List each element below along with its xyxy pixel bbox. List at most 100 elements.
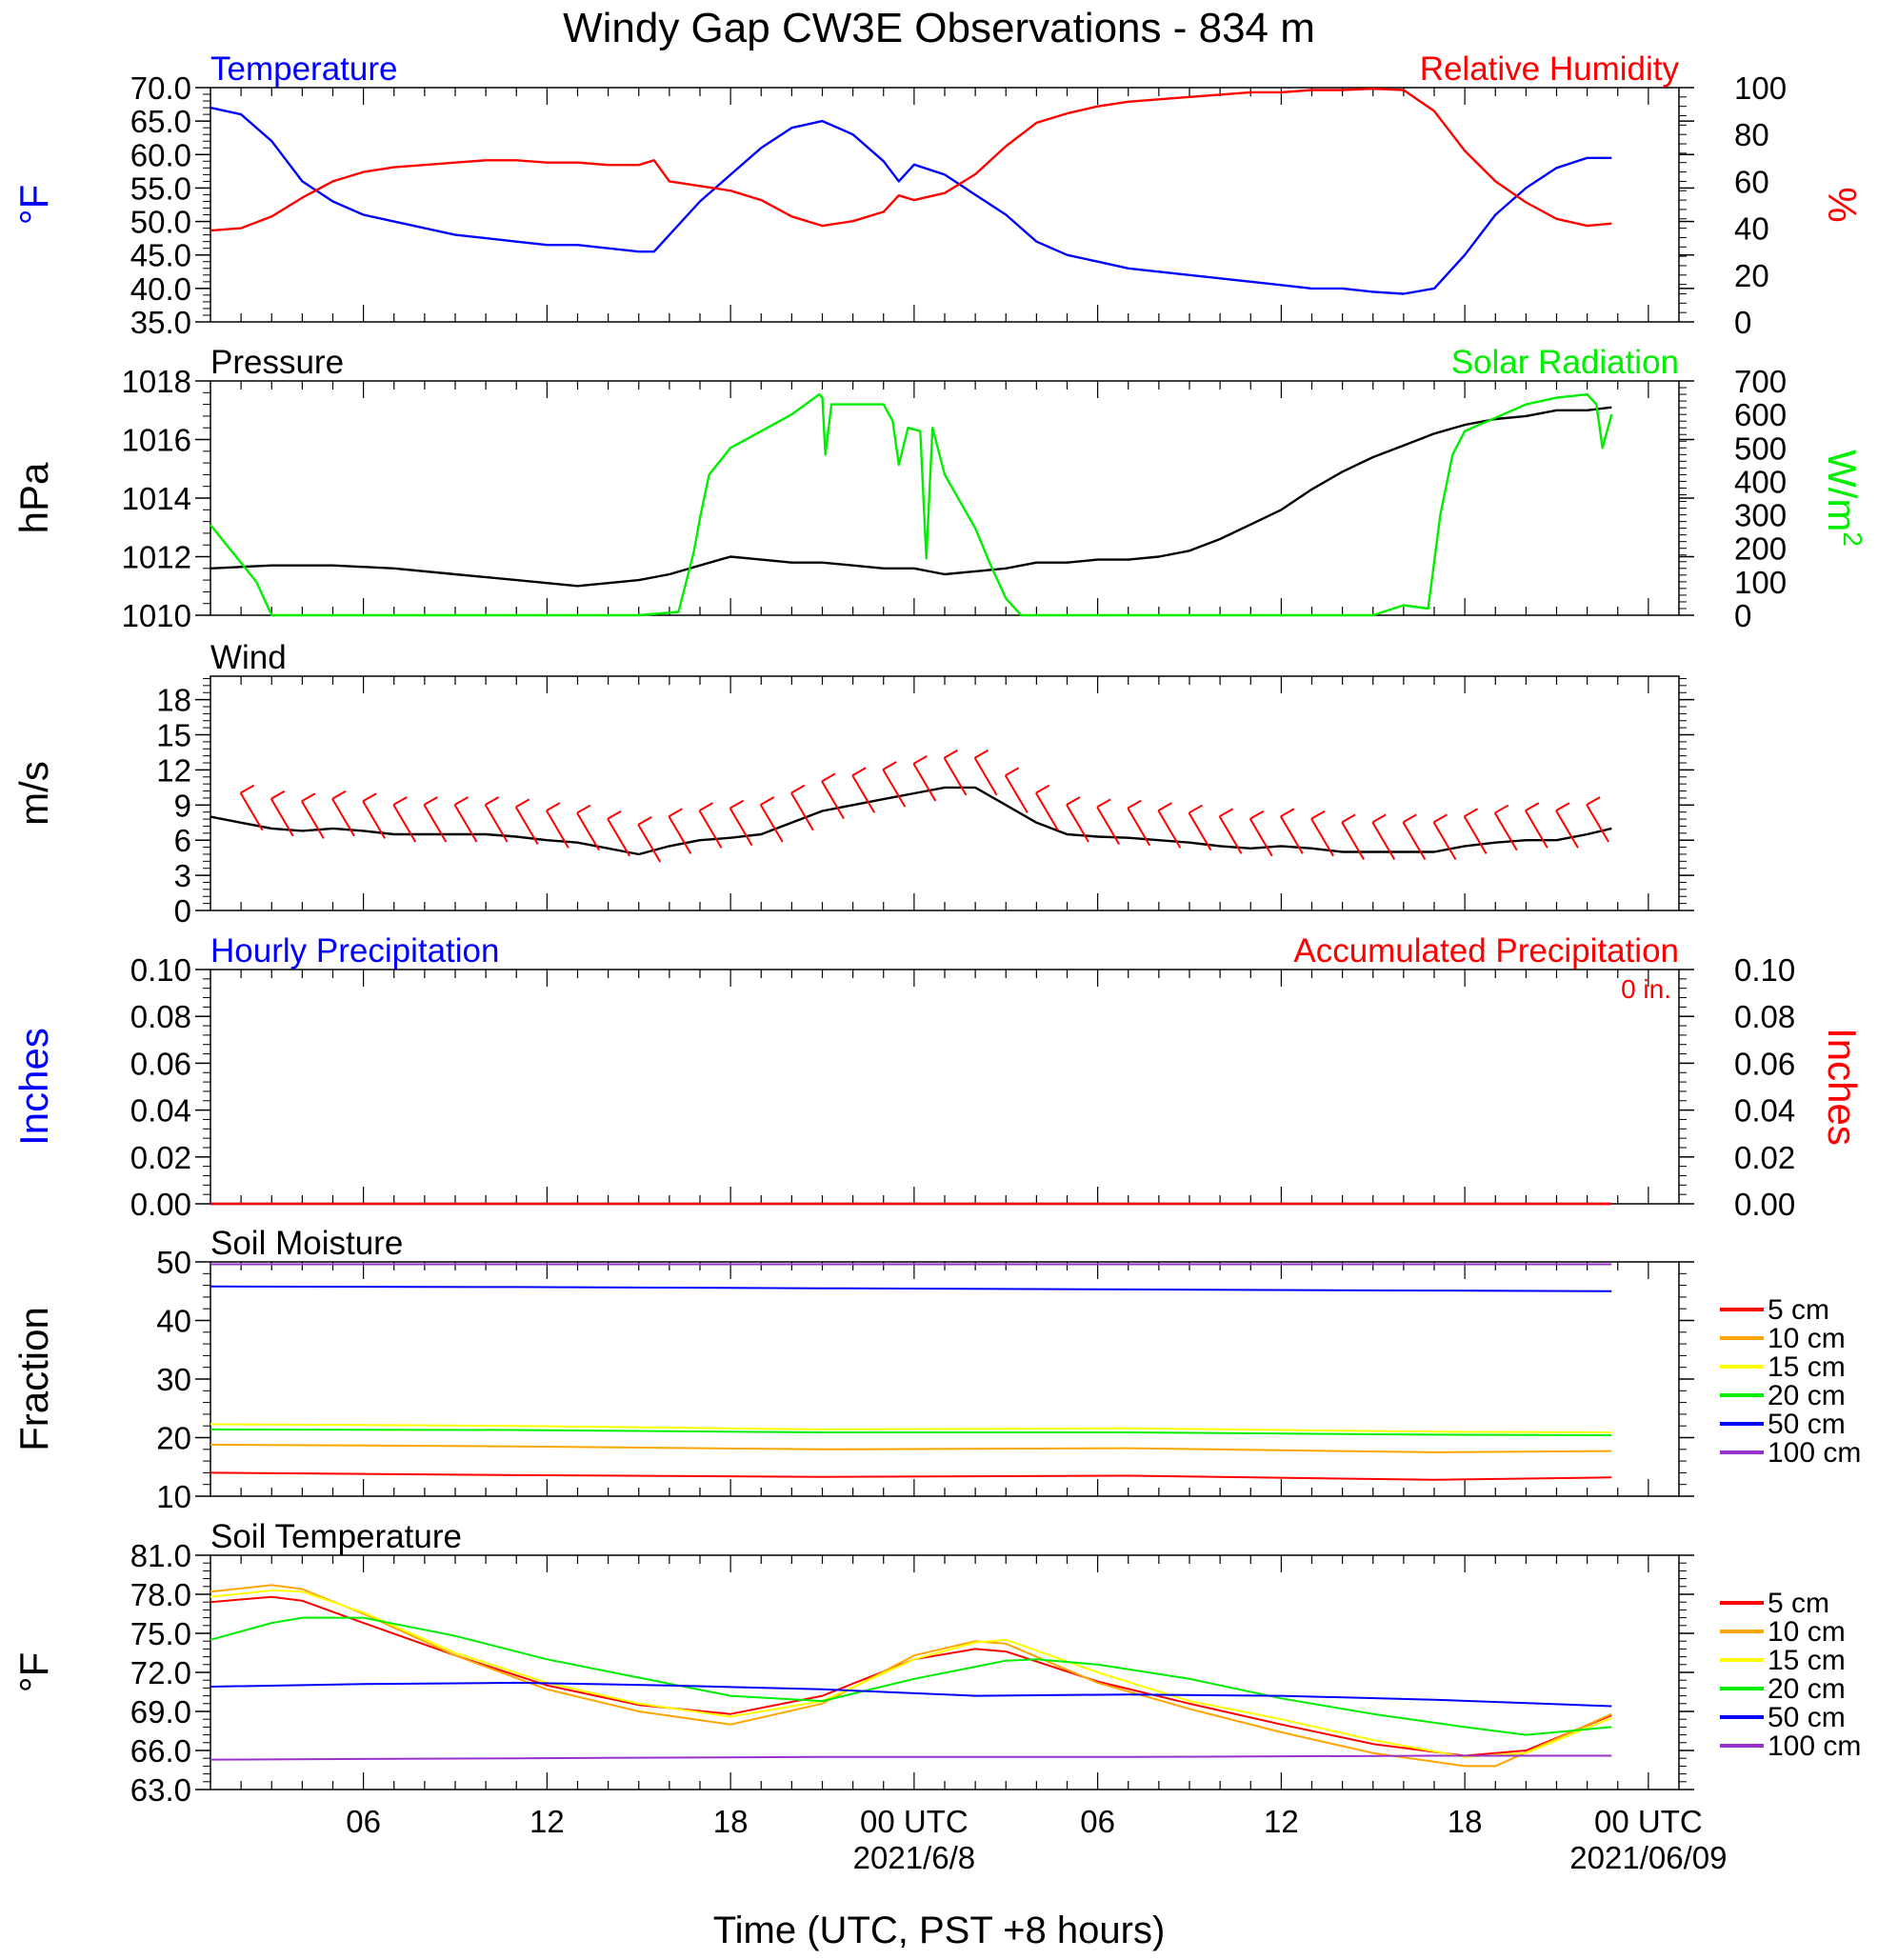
x-date-label: 2021/6/8 (853, 1840, 975, 1875)
wind-barb-flag (1341, 813, 1356, 824)
wind-barb-flag (607, 810, 622, 820)
x-tick-label: 18 (1448, 1804, 1483, 1839)
series-line-100-cm (210, 1754, 1612, 1761)
wind-barb-flag (1432, 813, 1448, 824)
wind-barb (331, 798, 355, 837)
wind-barb (943, 757, 968, 796)
right-tick-label: 400 (1734, 464, 1787, 499)
wind-barb (1525, 810, 1548, 849)
left-tick-label: 1014 (122, 481, 191, 516)
right-tick-label: 40 (1734, 211, 1769, 247)
series-line-10-cm (210, 1443, 1612, 1453)
panel-temperature-rh: 70.065.060.055.050.045.040.035.0 °F 100 80 6… (11, 50, 1865, 340)
left-axis-label: Inches (11, 1028, 56, 1146)
legend-label: 100 cm (1768, 1730, 1861, 1762)
series-line-20-cm (210, 1616, 1612, 1736)
wind-barb (882, 769, 907, 808)
right-tick-label: 200 (1734, 531, 1787, 567)
series-line-15-cm (210, 1423, 1612, 1433)
right-tick-label: 0 (1734, 305, 1751, 340)
wind-barb-flag (1280, 808, 1295, 818)
wind-barb-flag (1371, 813, 1387, 824)
left-tick-label: 12 (156, 752, 191, 788)
wind-barb (698, 810, 723, 849)
panel-left-title: Soil Temperature (210, 1518, 462, 1555)
wind-barb-flag (729, 799, 745, 810)
left-tick-label: 0.08 (130, 999, 191, 1034)
wind-barb (362, 800, 386, 839)
series-line-50-cm (210, 1285, 1612, 1292)
wind-barb-flag (362, 792, 377, 803)
left-tick-label: 6 (174, 823, 191, 858)
panel-right-title: Solar Radiation (1451, 344, 1679, 381)
legend-label: 10 cm (1768, 1323, 1846, 1354)
left-tick-label: 0.00 (130, 1187, 191, 1222)
legend-label: 100 cm (1768, 1437, 1861, 1469)
wind-barb (392, 804, 417, 843)
left-axis-label: °F (11, 185, 56, 225)
wind-barb-flag (1402, 813, 1417, 824)
wind-barb (729, 808, 753, 847)
wind-barb (1555, 810, 1579, 849)
right-tick-label: 20 (1734, 258, 1769, 293)
wind-barb-flag (974, 749, 989, 759)
series-line-0 (210, 786, 1612, 856)
right-axis-label: % (1820, 187, 1865, 222)
left-tick-label: 0.10 (130, 952, 191, 988)
series-line-50-cm (210, 1681, 1612, 1708)
plot-frame (210, 380, 1680, 616)
left-tick-label: 55.0 (130, 170, 191, 206)
wind-barb-flag (1005, 767, 1020, 777)
right-tick-label: 0.10 (1734, 952, 1795, 988)
right-tick-label: 700 (1734, 364, 1787, 399)
wind-barb (546, 810, 569, 849)
x-tick-label: 00 UTC (1594, 1804, 1703, 1839)
wind-barb-flag (270, 790, 286, 800)
right-tick-label: 0.06 (1734, 1046, 1795, 1081)
right-tick-label: 100 (1734, 565, 1787, 600)
wind-barb-flag (1127, 799, 1142, 810)
left-tick-label: 0 (174, 893, 191, 929)
wind-barb-flag (1586, 796, 1601, 806)
wind-barb-flag (1188, 804, 1203, 814)
wind-barb (1341, 821, 1365, 861)
left-tick-label: 50.0 (130, 205, 191, 240)
left-tick-label: 65.0 (130, 104, 191, 139)
wind-barb-flag (912, 755, 928, 765)
wind-barb-flag (821, 772, 836, 783)
left-tick-label: 66.0 (130, 1733, 191, 1769)
left-tick-label: 81.0 (130, 1538, 191, 1573)
wind-barb-flag (301, 792, 316, 803)
wind-barb (423, 804, 448, 843)
wind-barb (239, 792, 264, 831)
panel-right-title: Relative Humidity (1420, 50, 1680, 88)
wind-barb (453, 804, 478, 843)
wind-barb-flag (760, 796, 775, 806)
series-line-0 (210, 406, 1612, 588)
wind-barb (759, 804, 784, 843)
x-tick-label: 06 (1080, 1804, 1115, 1839)
wind-barb (1066, 804, 1089, 843)
wind-barb (1157, 810, 1182, 849)
left-axis-label: hPa (11, 462, 56, 533)
wind-barb (1371, 821, 1396, 861)
plot-frame (210, 675, 1680, 911)
series-line-20-cm (210, 1428, 1612, 1436)
left-tick-label: 50 (156, 1245, 191, 1280)
wind-barb (270, 798, 294, 837)
legend-label: 20 cm (1768, 1673, 1846, 1705)
wind-barb (851, 774, 875, 813)
right-tick-label: 0.00 (1734, 1187, 1795, 1222)
wind-barb-flag (392, 796, 408, 806)
wind-barb (301, 800, 325, 839)
wind-barb (514, 806, 539, 846)
left-tick-label: 18 (156, 683, 191, 718)
wind-barb-flag (1525, 802, 1540, 811)
wind-barb (1463, 815, 1488, 854)
wind-barb (637, 824, 662, 863)
wind-barb (1004, 774, 1029, 813)
left-tick-label: 75.0 (130, 1616, 191, 1651)
